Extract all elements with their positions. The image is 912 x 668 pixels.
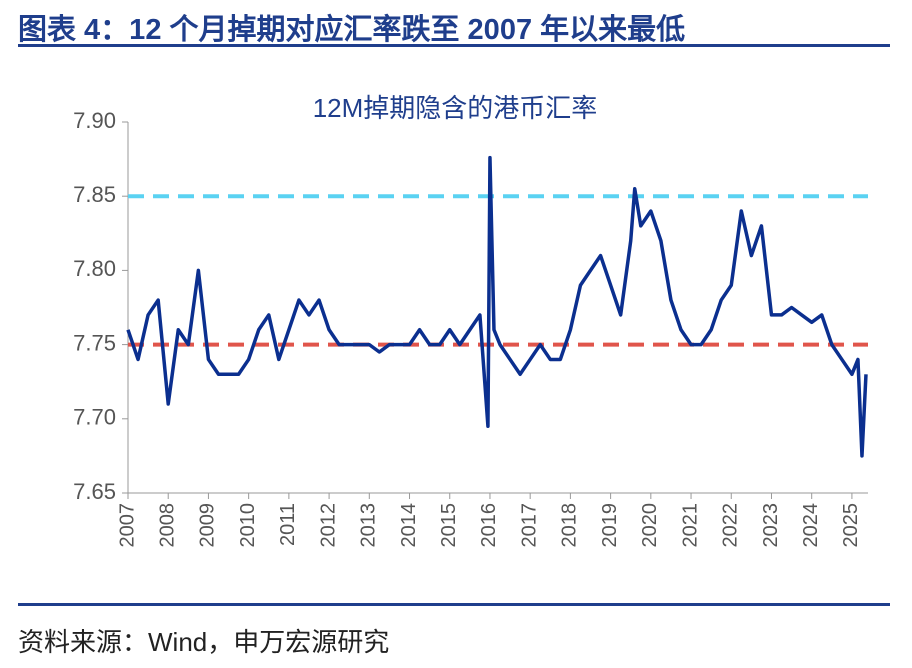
x-tick-label: 2023: [760, 503, 782, 548]
x-tick-label: 2011: [277, 503, 299, 546]
chart: 12M掉期隐含的港币汇率 7.907.857.807.757.707.65200…: [73, 93, 868, 548]
y-tick-label: 7.65: [73, 479, 116, 504]
y-tick-label: 7.85: [73, 182, 116, 207]
x-tick-label: 2017: [518, 503, 540, 548]
x-tick-label: 2022: [720, 503, 742, 548]
y-tick-label: 7.70: [73, 405, 116, 430]
y-tick-label: 7.90: [73, 108, 116, 133]
x-tick-label: 2015: [438, 503, 460, 548]
x-tick-label: 2009: [197, 503, 219, 548]
y-tick-label: 7.80: [73, 256, 116, 281]
x-tick-label: 2007: [116, 503, 138, 548]
source: 资料来源：Wind，申万宏源研究: [18, 627, 390, 657]
x-tick-label: 2014: [398, 503, 420, 548]
x-tick-label: 2025: [840, 503, 862, 548]
x-tick-label: 2008: [156, 503, 178, 548]
line: [126, 155, 868, 458]
x-tick-label: 2010: [237, 503, 259, 548]
x-tick-label: 2012: [317, 503, 339, 548]
rule: [18, 603, 890, 606]
chart-title: 12M掉期隐含的港币汇率: [313, 93, 598, 123]
x-tick-label: 2016: [478, 503, 500, 548]
figure-title: 图表 4：12 个月掉期对应汇率跌至 2007 年以来最低: [18, 14, 686, 46]
x-tick-label: 2013: [358, 503, 380, 548]
x-tick-label: 2020: [639, 503, 661, 548]
x-tick-label: 2019: [599, 503, 621, 548]
x-tick-label: 2018: [559, 503, 581, 548]
x-tick-label: 2024: [800, 503, 822, 548]
y-tick-label: 7.75: [73, 330, 116, 355]
x-tick-label: 2021: [679, 503, 701, 548]
rule: [18, 44, 890, 47]
